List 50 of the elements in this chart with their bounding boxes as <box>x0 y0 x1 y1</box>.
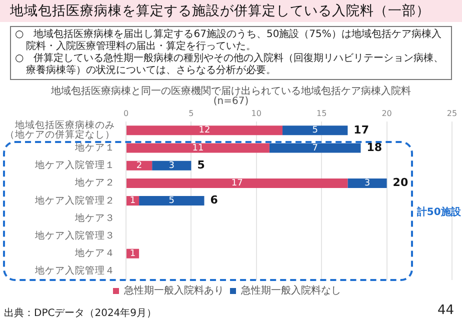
bar <box>126 178 348 188</box>
text: 44 <box>437 303 454 318</box>
x-tick-label: 10 <box>251 108 262 118</box>
data-label: 3 <box>168 160 175 171</box>
bar <box>139 196 204 206</box>
bar <box>282 126 348 136</box>
chart-title: 地域包括医療病棟を算定する施設が併算定している入院料（一部） <box>0 0 462 22</box>
text: (n=67) <box>212 96 250 107</box>
y-tick-label: 地ケア入院管理４ <box>34 264 115 277</box>
total-label: 20 <box>392 176 408 190</box>
y-tick-label: 地ケア１ <box>74 141 115 154</box>
x-tick-label: 15 <box>316 108 327 118</box>
bar <box>126 126 282 136</box>
x-tick-label: 0 <box>123 108 129 118</box>
data-label: 5 <box>312 126 318 136</box>
y-tick-label: 地ケア入院管理１ <box>34 159 115 172</box>
x-tick-label: 5 <box>188 108 194 118</box>
data-label: 12 <box>198 126 210 136</box>
bar <box>269 143 361 153</box>
legend-label: 急性期一般入院料あり <box>123 284 224 297</box>
data-label: 3 <box>364 178 370 189</box>
bar <box>348 178 387 188</box>
data-label: 7 <box>312 143 318 154</box>
text: ○ 併算定している急性期一般病棟の種別やその他の入院料（回復期リハビリテーション病棟、療養病棟等）の状況については、さらなる分析が必要。 <box>15 53 445 77</box>
data-label: 2 <box>136 160 142 171</box>
source-note: 出典：DPCデータ（2024年9月） <box>4 306 157 320</box>
data-label: 11 <box>192 143 204 154</box>
bar <box>152 160 192 170</box>
bar <box>126 160 152 170</box>
total-label: 18 <box>366 140 382 154</box>
text: ○ 地域包括医療病棟を届出し算定する67施設のうち、50施設（75%）は地域包括ケア病棟入院料・入院医療管理料の届出・算定を行っていた。 <box>15 29 442 52</box>
legend-label: 急性期一般入院料なし <box>240 284 341 297</box>
y-tick-label: 地域包括医療病棟のみ（地ケアの併算定なし） <box>5 119 115 141</box>
data-label: 17 <box>231 178 243 189</box>
x-tick-label: 25 <box>446 108 458 118</box>
bar <box>126 143 270 153</box>
chart-subtitle: 地域包括医療病棟と同一の医療機関で届け出られている地域包括ケア病棟入院料 <box>50 84 412 97</box>
total-label: 5 <box>197 158 205 172</box>
data-label: 5 <box>168 196 175 206</box>
data-label: 1 <box>130 196 136 206</box>
x-tick-label: 20 <box>382 108 392 118</box>
y-tick-label: 地ケア３ <box>74 212 115 224</box>
y-tick-label: 地ケア入院管理２ <box>34 194 115 206</box>
y-tick-label: 地ケア４ <box>74 247 115 260</box>
data-label: 1 <box>130 248 136 259</box>
total-label: 6 <box>210 194 218 207</box>
y-tick-label: 地ケア入院管理３ <box>34 229 115 242</box>
annotation: 計50施設 <box>416 206 461 220</box>
y-tick-label: 地ケア２ <box>74 176 115 189</box>
total-label: 17 <box>354 123 369 136</box>
